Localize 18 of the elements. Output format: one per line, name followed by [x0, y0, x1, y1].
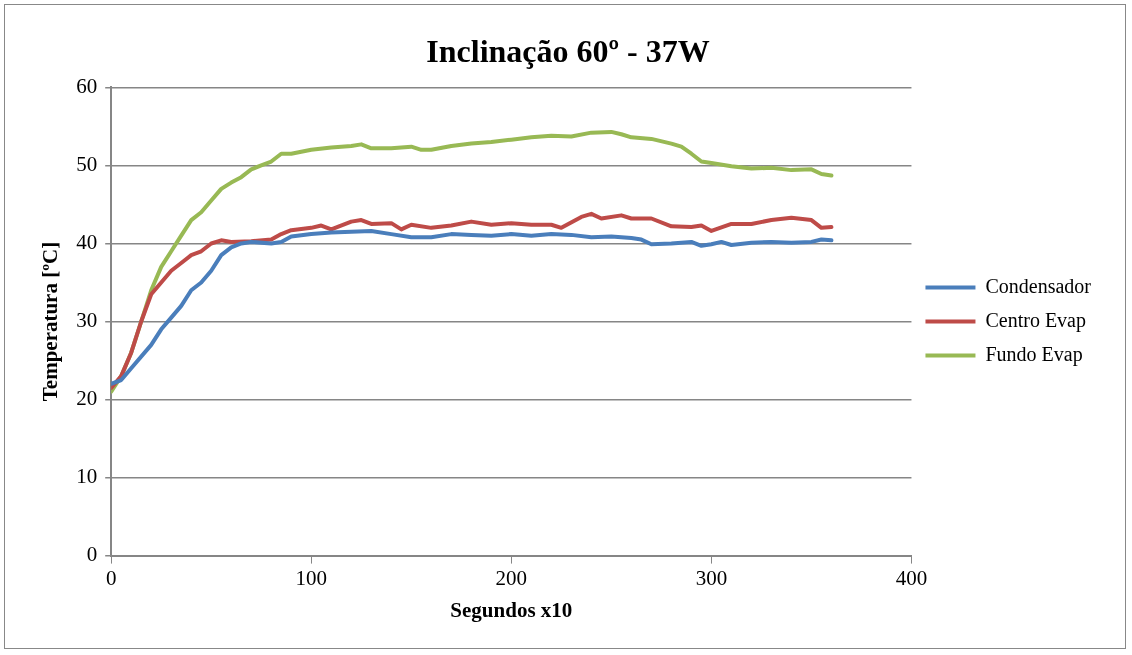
- y-axis-title: Temperatura [ºC]: [38, 241, 63, 402]
- legend-label: Condensador: [985, 274, 1092, 297]
- x-tick-label: 300: [695, 565, 728, 590]
- y-tick-label: 40: [76, 229, 98, 254]
- x-tick-label: 200: [495, 565, 528, 590]
- y-tick-label: 0: [86, 542, 98, 567]
- y-tick-label: 50: [76, 151, 98, 176]
- x-tick-label: 400: [895, 565, 928, 590]
- legend-label: Centro Evap: [985, 308, 1086, 332]
- x-tick-label: 100: [295, 565, 328, 590]
- chart-title: Inclinação 60º - 37W: [426, 33, 710, 70]
- y-tick-label: 20: [76, 386, 98, 411]
- legend-label: Fundo Evap: [985, 342, 1083, 366]
- y-tick-label: 30: [76, 308, 98, 333]
- y-tick-label: 10: [76, 464, 98, 489]
- x-axis-title: Segundos x10: [450, 597, 573, 622]
- y-tick-label: 60: [76, 73, 98, 98]
- x-tick-label: 0: [105, 565, 117, 590]
